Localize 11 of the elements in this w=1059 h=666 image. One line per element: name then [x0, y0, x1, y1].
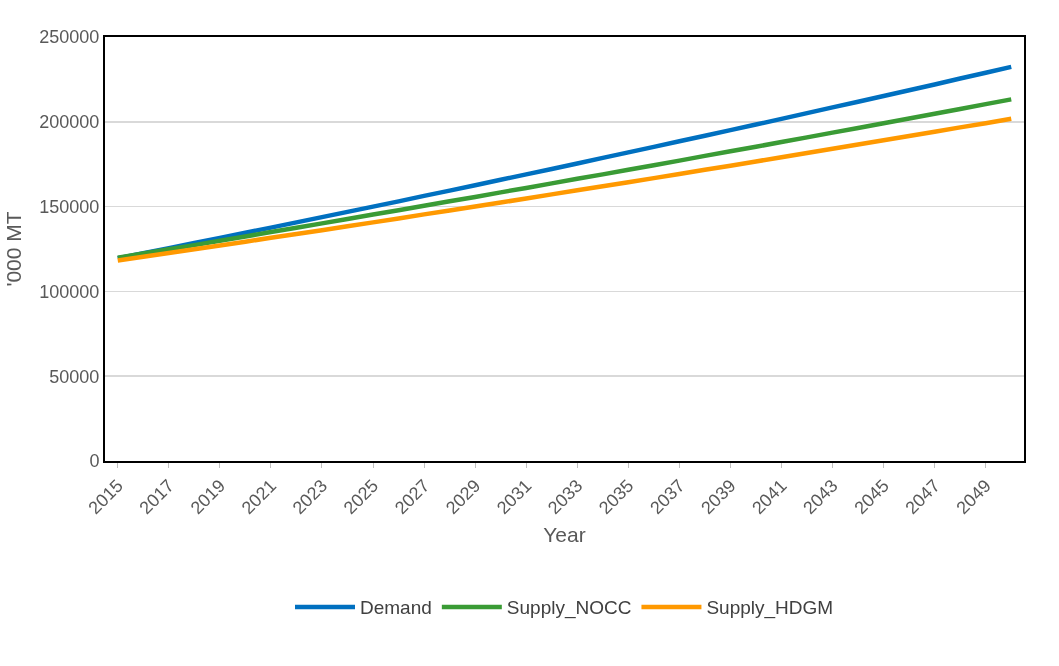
y-tick-label: 100000	[39, 281, 100, 302]
y-tick-label: 0	[89, 451, 100, 472]
legend-label: Supply_NOCC	[506, 597, 632, 620]
x-axis-title: Year	[543, 522, 586, 546]
legend-label: Supply_HDGM	[706, 597, 834, 620]
y-tick-label: 200000	[39, 112, 100, 133]
legend-label: Demand	[360, 597, 432, 619]
y-tick-label: 250000	[39, 27, 100, 48]
y-tick-label: 50000	[49, 366, 100, 387]
y-axis-title: '000 MT	[1, 211, 25, 287]
y-tick-label: 150000	[39, 196, 100, 217]
